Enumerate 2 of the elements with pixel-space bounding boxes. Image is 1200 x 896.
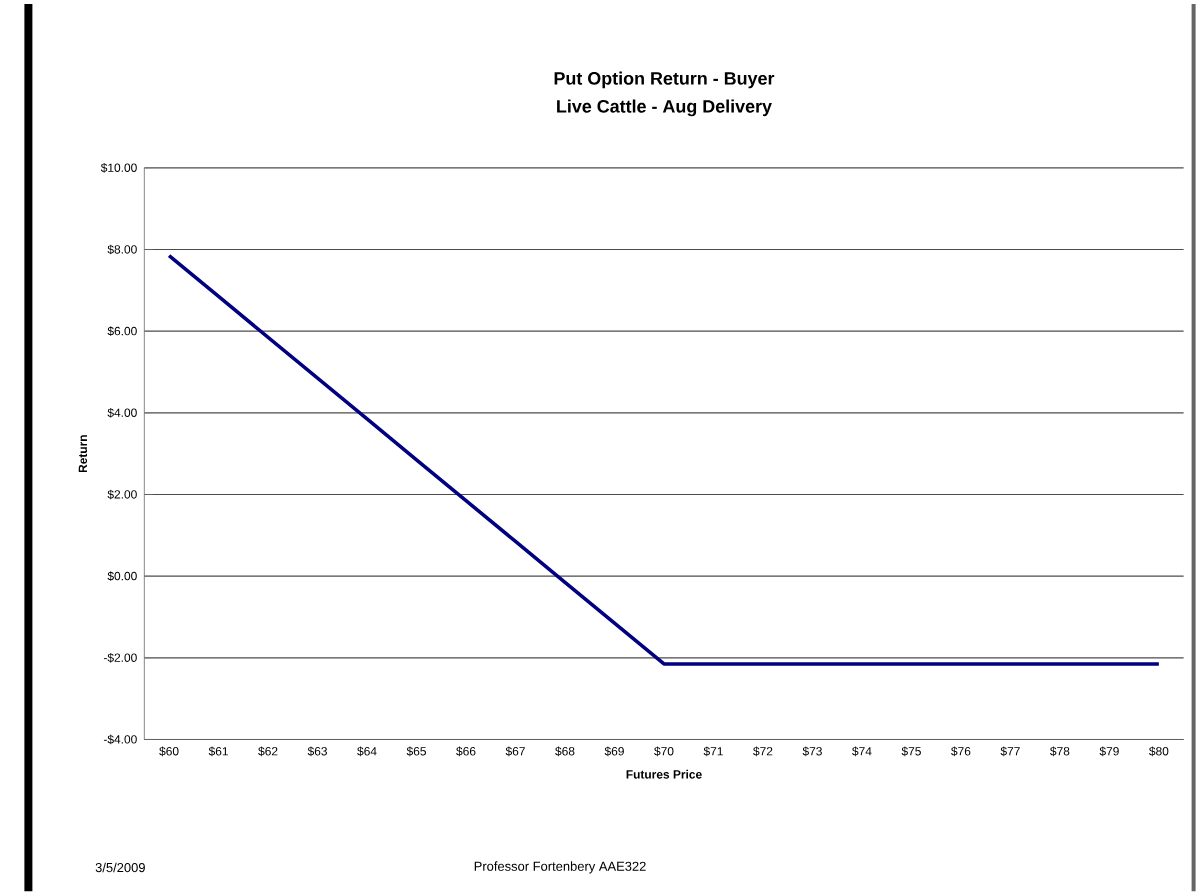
chart-subtitle: Live Cattle - Aug Delivery <box>557 99 772 117</box>
chart-title: Put Option Return - Buyer <box>554 71 775 89</box>
